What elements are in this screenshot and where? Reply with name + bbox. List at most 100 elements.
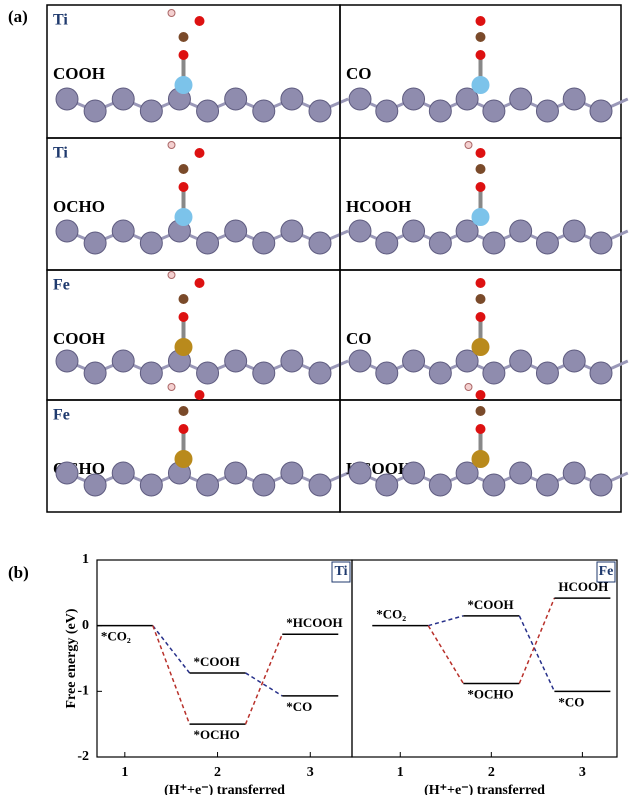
atom — [483, 232, 505, 254]
y-tick-label: 0 — [82, 618, 89, 633]
x-tick-label: 2 — [214, 765, 221, 780]
panel-label: (a) — [8, 7, 28, 26]
atom — [536, 474, 558, 496]
atom — [483, 100, 505, 122]
atom — [476, 312, 486, 322]
connector — [246, 673, 283, 696]
atom — [225, 350, 247, 372]
atom — [309, 100, 331, 122]
atom — [112, 220, 134, 242]
anchor-atom — [472, 338, 490, 356]
atom — [309, 232, 331, 254]
atom — [195, 278, 205, 288]
atom — [483, 474, 505, 496]
atom — [253, 232, 275, 254]
atom — [349, 462, 371, 484]
atom — [179, 164, 189, 174]
atom — [281, 462, 303, 484]
atom — [590, 362, 612, 384]
atom — [536, 362, 558, 384]
atom — [84, 232, 106, 254]
atom — [476, 390, 486, 400]
atom — [197, 100, 219, 122]
atom — [195, 148, 205, 158]
atom — [56, 220, 78, 242]
atom — [376, 474, 398, 496]
atom — [179, 406, 189, 416]
atom — [376, 362, 398, 384]
level-label: *OCHO — [194, 727, 240, 742]
atom — [403, 350, 425, 372]
atom — [225, 88, 247, 110]
atom — [179, 294, 189, 304]
adsorbate-label: CO — [346, 329, 372, 348]
atom — [476, 164, 486, 174]
level-label: *CO₂ — [376, 607, 406, 622]
atom — [56, 350, 78, 372]
atom — [197, 232, 219, 254]
atom — [253, 362, 275, 384]
page: (a) (b) TiCOOHCOTiOCHOHCOOHFeCOOHCOFeOCH… — [0, 0, 630, 795]
atom — [510, 88, 532, 110]
atom — [510, 220, 532, 242]
level-label: *COOH — [194, 654, 240, 669]
anchor-atom — [175, 338, 193, 356]
atom — [590, 100, 612, 122]
connector — [153, 626, 190, 673]
x-tick-label: 1 — [397, 765, 404, 780]
atom — [168, 384, 175, 391]
panel-label: (b) — [8, 563, 29, 582]
x-tick-label: 3 — [307, 765, 314, 780]
x-axis-label: (H⁺+e⁻) transferred — [424, 783, 545, 795]
atom — [179, 50, 189, 60]
adsorbate-label: CO — [346, 64, 372, 83]
atom — [140, 232, 162, 254]
atom — [253, 100, 275, 122]
atom — [197, 362, 219, 384]
adsorbate-label: COOH — [53, 329, 105, 348]
atom — [476, 278, 486, 288]
atom — [476, 406, 486, 416]
figure: (a) (b) TiCOOHCOTiOCHOHCOOHFeCOOHCOFeOCH… — [0, 0, 630, 795]
atom — [281, 88, 303, 110]
y-axis-label: Free energy (eV) — [64, 608, 79, 708]
level-label: *COOH — [467, 597, 513, 612]
level-label: HCOOH — [558, 579, 608, 594]
atom — [476, 294, 486, 304]
connector — [428, 626, 463, 684]
anchor-atom — [175, 76, 193, 94]
atom — [349, 88, 371, 110]
connector — [519, 598, 554, 683]
atom — [56, 462, 78, 484]
atom — [309, 474, 331, 496]
level-label: *CO — [558, 694, 584, 709]
anchor-atom — [175, 450, 193, 468]
atom — [179, 424, 189, 434]
atom — [563, 88, 585, 110]
x-tick-label: 3 — [579, 765, 586, 780]
atom — [197, 474, 219, 496]
atom — [112, 88, 134, 110]
atom — [510, 350, 532, 372]
atom — [112, 350, 134, 372]
atom — [349, 350, 371, 372]
atom — [168, 142, 175, 149]
atom — [476, 16, 486, 26]
atom — [476, 32, 486, 42]
atom — [225, 220, 247, 242]
atom — [403, 462, 425, 484]
atom — [168, 272, 175, 279]
atom — [84, 362, 106, 384]
adsorbate-label: COOH — [53, 64, 105, 83]
metal-label: Ti — [53, 12, 68, 29]
level-label: *OCHO — [467, 686, 513, 701]
connector — [428, 616, 463, 626]
atom — [429, 232, 451, 254]
chart-title: Fe — [599, 564, 614, 579]
anchor-atom — [175, 208, 193, 226]
atom — [403, 220, 425, 242]
atom — [140, 362, 162, 384]
atom — [225, 462, 247, 484]
chart-title: Ti — [335, 564, 348, 579]
atom — [349, 220, 371, 242]
